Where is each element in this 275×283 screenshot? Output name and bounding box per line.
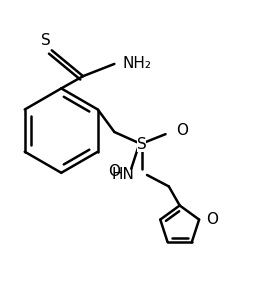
Text: HN: HN <box>112 167 135 182</box>
Text: S: S <box>41 33 51 48</box>
Text: O: O <box>177 123 188 138</box>
Text: NH₂: NH₂ <box>123 55 152 70</box>
Text: O: O <box>206 212 218 227</box>
Text: S: S <box>137 137 147 152</box>
Text: O: O <box>108 164 120 179</box>
